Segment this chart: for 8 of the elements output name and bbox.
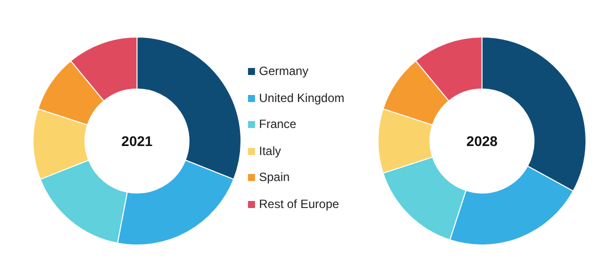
- slice-label: 2021: [120, 132, 154, 150]
- legend-label: Rest of Europe: [259, 196, 340, 210]
- legend-label: Spain: [259, 170, 290, 184]
- legend-label: Germany: [259, 64, 308, 78]
- legend-label: Italy: [259, 144, 282, 158]
- legend-label: France: [259, 117, 296, 131]
- legend-label: United Kingdom: [259, 90, 344, 104]
- slice-label: 2028: [465, 132, 499, 150]
